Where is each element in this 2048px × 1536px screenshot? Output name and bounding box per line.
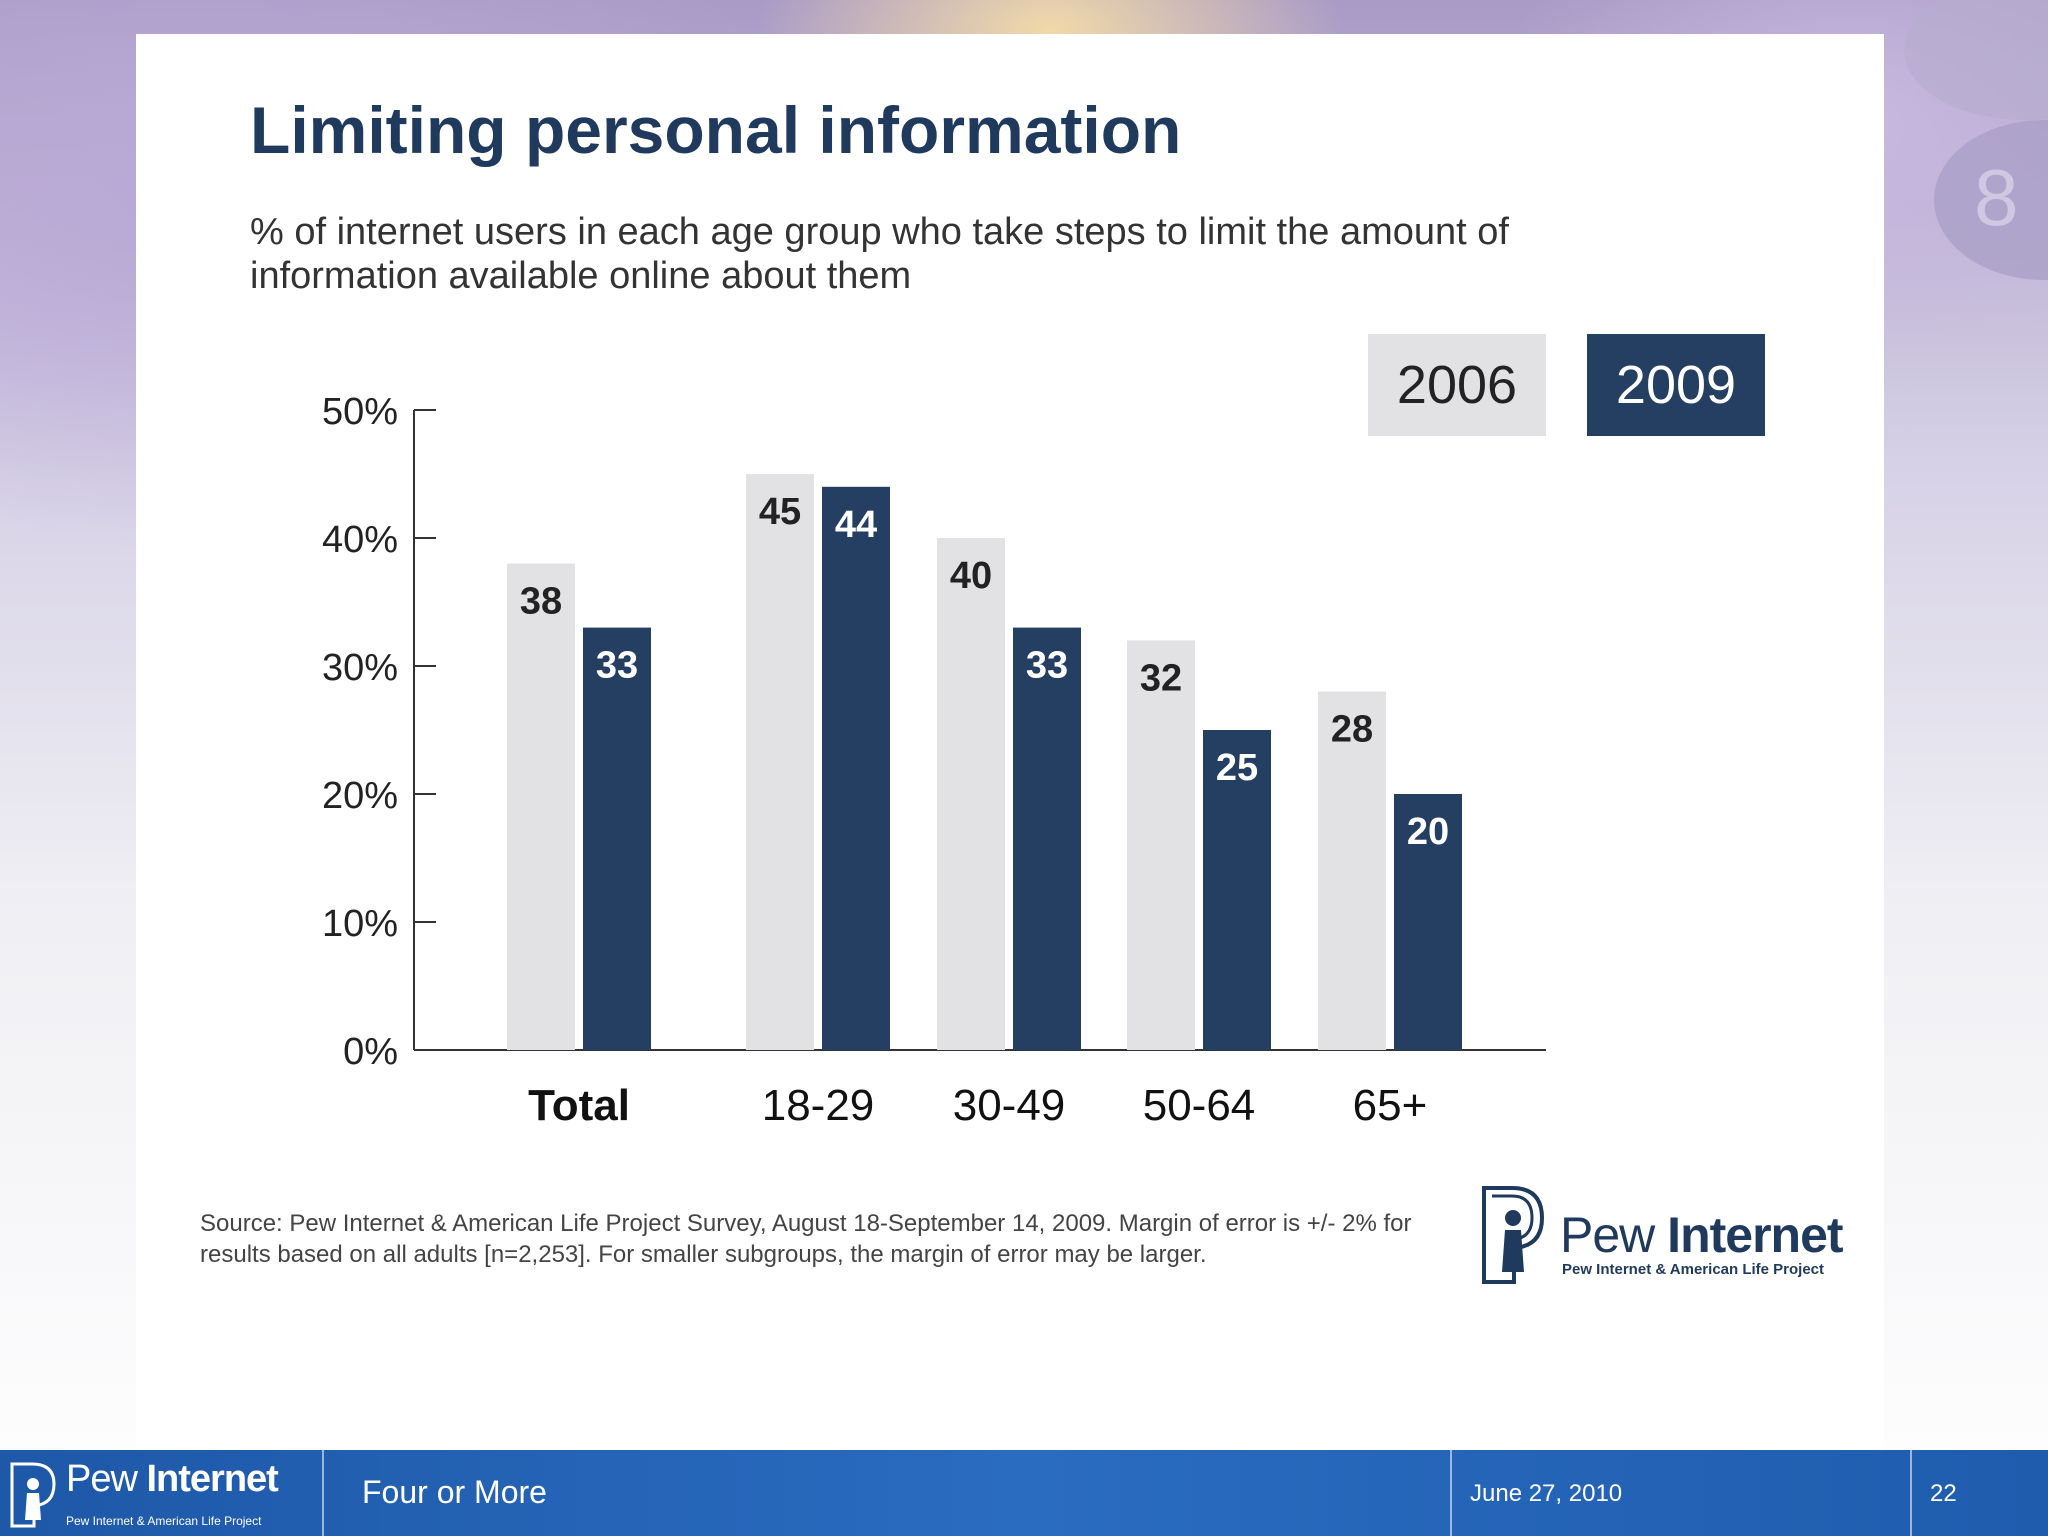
bar-2009-18-29	[822, 486, 890, 1050]
slide-card	[136, 34, 1884, 1450]
keypad-decoration: 8	[1904, 0, 2048, 280]
logo-bold: Internet	[1667, 1207, 1843, 1263]
bar-2009-65+	[1394, 794, 1462, 1050]
footer-logo-tagline: Pew Internet & American Life Project	[66, 1514, 262, 1528]
y-tick-label: 40%	[322, 519, 398, 561]
x-tick-label: Total	[528, 1081, 630, 1130]
footer-divider	[1450, 1450, 1452, 1536]
pew-logo-tagline: Pew Internet & American Life Project	[1562, 1261, 1825, 1278]
x-tick-label: 50-64	[1143, 1081, 1256, 1130]
x-tick-label: 30-49	[953, 1081, 1066, 1130]
footer-date: June 27, 2010	[1470, 1480, 1623, 1507]
data-label: 32	[1140, 657, 1182, 699]
bar-2006-65+	[1318, 691, 1386, 1050]
data-label: 45	[759, 491, 801, 533]
y-tick-label: 50%	[322, 391, 398, 433]
bar-2009-30-49	[1013, 627, 1081, 1050]
chart-subtitle: % of internet users in each age group wh…	[250, 211, 1509, 297]
chart-title: Limiting personal information	[250, 93, 1182, 167]
y-tick-label: 0%	[343, 1031, 398, 1073]
footer-logo-light: Pew	[66, 1458, 138, 1500]
pew-logo-icon	[1482, 1186, 1545, 1284]
legend-2009: 2009	[1587, 334, 1765, 436]
footer-logo-text: Pew Internet	[66, 1458, 279, 1501]
footer-bar: Pew Internet Pew Internet & American Lif…	[0, 1450, 2048, 1536]
x-tick-label: 18-29	[762, 1081, 875, 1130]
x-tick-label: 65+	[1353, 1081, 1428, 1130]
data-label: 33	[1026, 645, 1068, 687]
logo-light: Pew	[1560, 1207, 1655, 1263]
data-label: 28	[1331, 709, 1373, 751]
data-label: 44	[835, 504, 877, 546]
source-note: Source: Pew Internet & American Life Pro…	[200, 1210, 1412, 1268]
footer-divider	[322, 1450, 324, 1536]
footer-divider	[1910, 1450, 1912, 1536]
data-label: 20	[1407, 811, 1449, 853]
footer-logo-icon	[10, 1462, 56, 1528]
bar-2006-30-49	[937, 538, 1005, 1050]
bar-2006-Total	[507, 563, 575, 1050]
data-label: 25	[1216, 747, 1258, 789]
bar-2009-50-64	[1203, 730, 1271, 1050]
data-label: 40	[950, 555, 992, 597]
footer-page-number: 22	[1930, 1480, 1957, 1507]
footer-title: Four or More	[362, 1474, 547, 1510]
bar-2006-18-29	[746, 474, 814, 1050]
bar-2006-50-64	[1127, 640, 1195, 1050]
pew-logo-text: Pew Internet	[1560, 1206, 1844, 1264]
data-label: 38	[520, 581, 562, 623]
y-tick-label: 10%	[322, 903, 398, 945]
y-tick-label: 20%	[322, 775, 398, 817]
footer-logo-bold: Internet	[146, 1458, 278, 1500]
svg-text:8: 8	[1974, 153, 2019, 242]
bar-2009-Total	[583, 627, 651, 1050]
data-label: 33	[596, 645, 638, 687]
legend-2006: 2006	[1368, 334, 1546, 436]
y-tick-label: 30%	[322, 647, 398, 689]
